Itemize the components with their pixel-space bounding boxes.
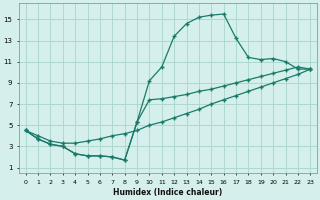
X-axis label: Humidex (Indice chaleur): Humidex (Indice chaleur) bbox=[113, 188, 223, 197]
